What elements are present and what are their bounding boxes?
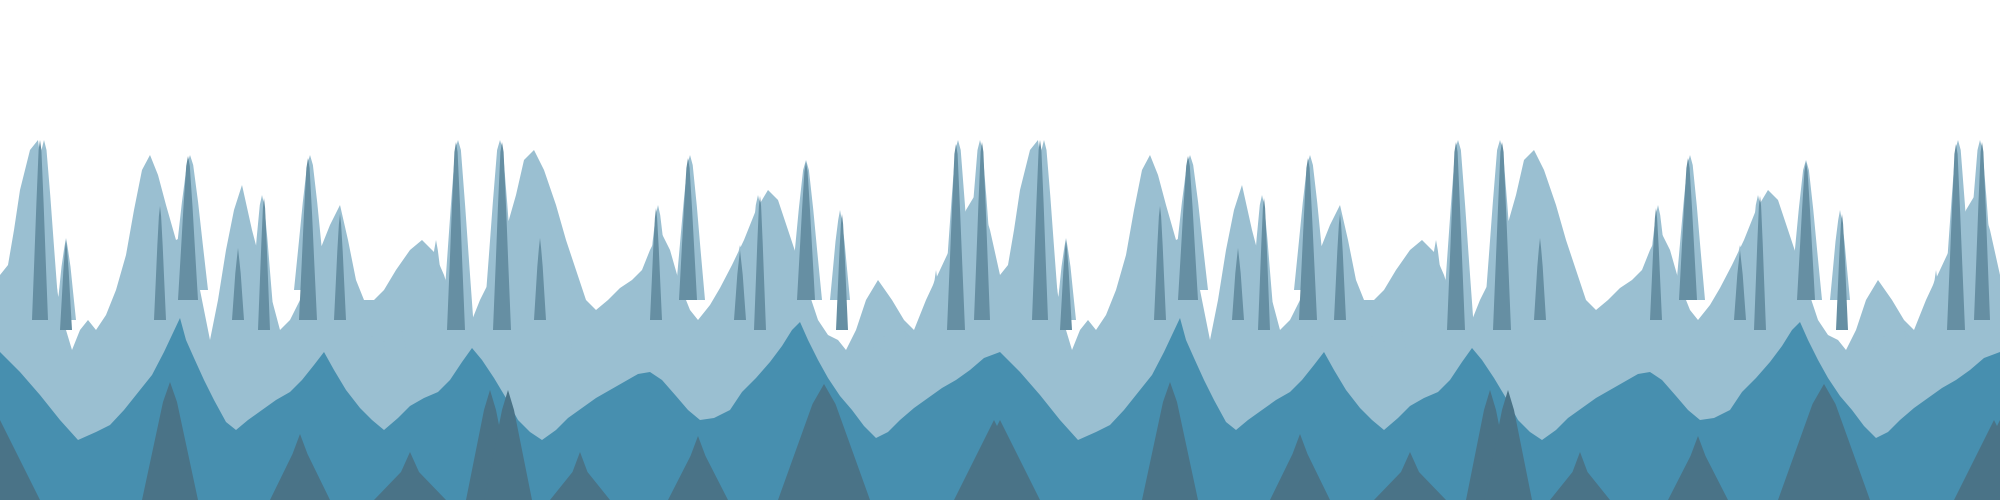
dark-spire-accent: [154, 206, 166, 320]
dark-foreground-peak: [1960, 420, 2000, 500]
mid-blue-hills: [1000, 318, 2000, 500]
pale-spire: [1864, 330, 1876, 360]
dark-spire-accent: [534, 238, 546, 320]
dark-spire-accent: [1947, 144, 1965, 330]
pale-spire: [88, 330, 104, 360]
dark-spire-accent: [974, 142, 990, 320]
dark-spire-accent: [334, 214, 346, 320]
dark-spire-accent: [1534, 238, 1546, 320]
dark-foreground-peak: [270, 434, 330, 500]
dark-spire-accent: [1232, 248, 1244, 320]
dark-spire-accent: [679, 158, 697, 300]
dark-spire-accent: [178, 156, 198, 300]
pale-spire: [1378, 340, 1390, 365]
dark-spire-accent: [1974, 142, 1990, 320]
dark-spire-accent: [1797, 162, 1815, 300]
pale-spire: [899, 330, 911, 360]
dark-foreground-peak: [142, 382, 198, 500]
repeating-tile: [960, 140, 2000, 500]
dark-foreground-peak: [1142, 382, 1198, 500]
dark-spire-accent: [650, 208, 662, 320]
dark-spire-accent: [299, 158, 317, 320]
dark-foreground-peak: [484, 390, 532, 500]
dark-spire-accent: [1493, 142, 1511, 330]
dark-spire-accent: [232, 248, 244, 320]
dark-spire-accent: [258, 198, 270, 330]
dark-foreground-peak: [668, 436, 728, 500]
dark-spire-accent: [1032, 140, 1048, 320]
pale-spire: [1878, 335, 1890, 360]
dark-foreground-peak: [1270, 434, 1330, 500]
dark-foreground-peak: [960, 420, 1040, 500]
pale-spire: [396, 330, 408, 360]
dark-spire-accent: [1650, 208, 1662, 320]
dark-spire-accent: [447, 142, 465, 330]
dark-spire-accent: [797, 162, 815, 300]
pale-spire: [878, 335, 890, 360]
dark-spire-accent: [1154, 206, 1166, 320]
dark-spire-accent: [1447, 142, 1465, 330]
dark-spire-accent: [1334, 214, 1346, 320]
dark-spire-accent: [1754, 196, 1766, 330]
dark-spire-accent: [754, 196, 766, 330]
dark-foreground-peak: [1778, 384, 1870, 500]
pale-spire: [378, 340, 390, 365]
dark-foreground-peak: [374, 452, 446, 500]
dark-spire-accent: [1836, 214, 1848, 330]
pale-spire: [1928, 270, 1944, 320]
dark-foreground-peak: [778, 384, 870, 500]
dark-spire-accent: [1734, 250, 1746, 320]
dark-spire-accent: [60, 240, 72, 330]
dark-spire-accent: [1299, 158, 1317, 320]
pale-spire: [864, 330, 876, 360]
pale-spire: [562, 330, 574, 360]
dark-foreground-peak: [1484, 390, 1532, 500]
mid-blue-hills: [0, 318, 1000, 500]
pale-spire: [1562, 330, 1574, 360]
dark-spire-accent: [947, 144, 965, 330]
pale-spire: [1426, 240, 1446, 330]
dark-spire-accent: [1679, 158, 1697, 300]
dark-foreground-peak: [550, 452, 610, 500]
dark-spire-accent: [1258, 198, 1270, 330]
dark-foreground-peak: [1668, 436, 1728, 500]
pale-spire: [1396, 330, 1408, 360]
pale-spire: [366, 335, 378, 360]
repeating-tile: [1960, 420, 2000, 500]
pale-spire: [928, 270, 944, 320]
dark-spire-accent: [1060, 240, 1072, 330]
pale-spire: [1899, 330, 1911, 360]
dark-spire-accent: [734, 250, 746, 320]
repeating-tile: [0, 140, 1034, 500]
dark-spire-accent: [493, 142, 511, 330]
pale-spire: [1088, 330, 1104, 360]
dark-spire-accent: [32, 140, 48, 320]
dark-foreground-peak: [0, 420, 40, 500]
dark-spire-accent: [836, 214, 848, 330]
dark-foreground-peak: [1374, 452, 1446, 500]
pale-spire: [426, 240, 446, 330]
dark-foreground-peak: [1550, 452, 1610, 500]
pale-spire: [1366, 335, 1378, 360]
dark-spire-accent: [1178, 156, 1198, 300]
